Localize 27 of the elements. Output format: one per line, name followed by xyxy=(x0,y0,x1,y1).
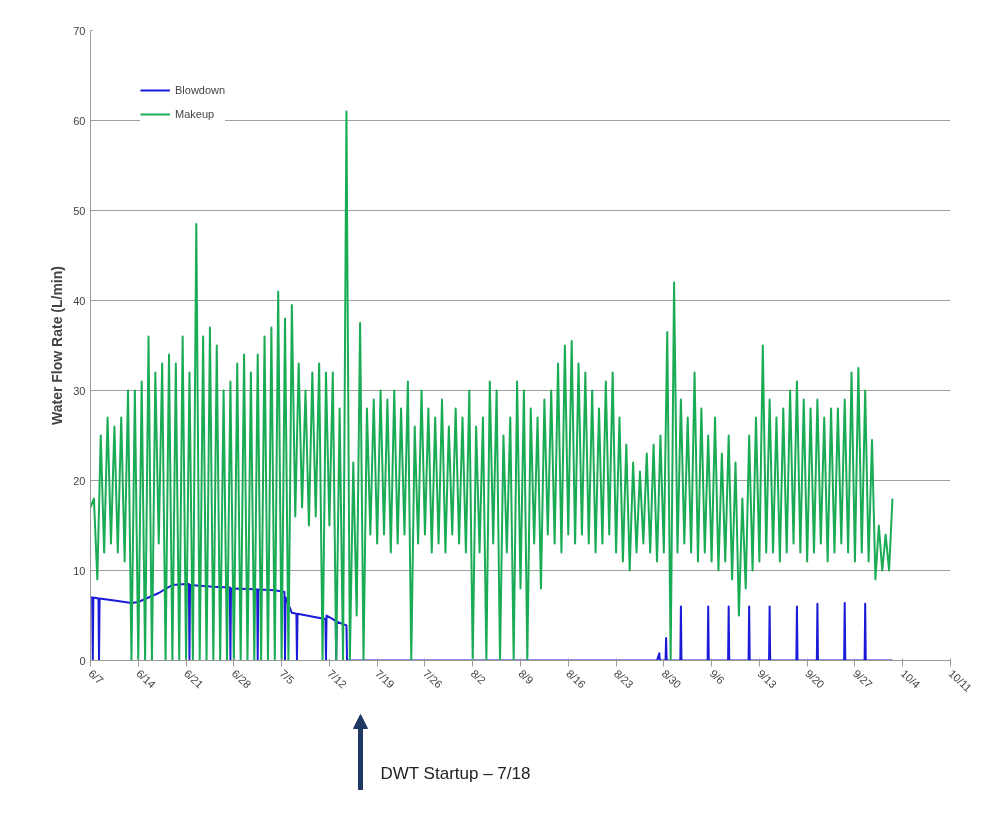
y-axis-title: Water Flow Rate (L/min) xyxy=(49,266,66,425)
legend-label: Makeup xyxy=(175,108,215,120)
x-tick-label: 9/13 xyxy=(755,667,780,691)
text: DWT Startup – 7/18 xyxy=(380,763,531,783)
y-tick-label: 40 xyxy=(73,294,86,307)
x-tick-label: 8/16 xyxy=(564,667,589,691)
x-tick-label: 9/20 xyxy=(803,667,827,691)
x-tick-label: 7/5 xyxy=(277,667,297,687)
y-tick-label: 70 xyxy=(73,24,86,37)
x-tick-label: 8/23 xyxy=(611,667,636,691)
x-tick-label: 8/9 xyxy=(516,667,536,687)
x-tick-label: 6/7 xyxy=(86,667,106,687)
y-tick-label: 20 xyxy=(73,474,86,487)
x-tick-label: 8/30 xyxy=(659,667,684,691)
x-tick-label: 8/2 xyxy=(468,667,488,687)
x-tick-label: 10/4 xyxy=(898,667,923,691)
legend-label: Blowdown xyxy=(175,84,226,96)
x-tick-label: 6/14 xyxy=(134,667,159,691)
x-tick-label: 9/6 xyxy=(707,667,727,687)
line-series xyxy=(90,110,894,661)
y-tick-label: 10 xyxy=(73,564,86,577)
x-tick-label: 9/27 xyxy=(850,667,875,691)
y-tick-label: 0 xyxy=(79,654,86,667)
y-tick-label: 60 xyxy=(73,114,86,127)
y-tick-label: 50 xyxy=(73,204,86,217)
x-tick-label: 6/28 xyxy=(229,667,254,691)
y-tick-label: 30 xyxy=(73,384,86,397)
